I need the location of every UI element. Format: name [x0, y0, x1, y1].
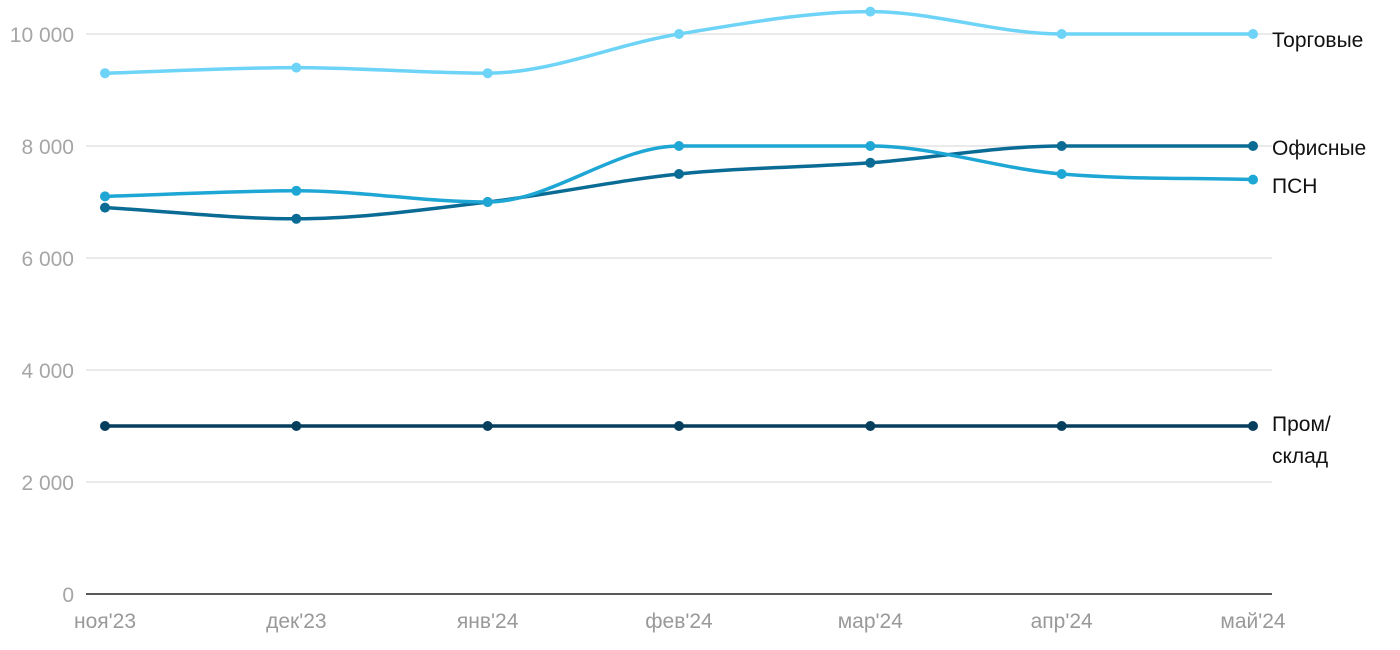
data-point — [1248, 174, 1258, 185]
data-point — [100, 68, 110, 79]
x-tick-label: май'24 — [1220, 610, 1286, 633]
y-tick-label: 10 000 — [10, 24, 74, 47]
x-axis-ticks: ноя'23 дек'23 янв'24 фев'24 мар'24 апр'24 май'… — [74, 610, 1286, 633]
data-point — [865, 141, 876, 151]
data-point — [1056, 421, 1067, 431]
data-point — [291, 421, 302, 431]
data-point — [100, 202, 110, 213]
data-point — [1248, 29, 1258, 39]
series-2 — [100, 141, 1258, 224]
data-point — [865, 157, 876, 168]
data-point — [674, 141, 684, 151]
data-point — [100, 191, 110, 202]
series-layer — [100, 6, 1258, 431]
data-point — [291, 185, 302, 196]
x-tick-label: дек'23 — [266, 610, 327, 633]
data-point — [1056, 169, 1067, 179]
series-1 — [100, 6, 1258, 79]
data-point — [482, 197, 493, 207]
data-point — [482, 68, 493, 79]
series-label: Пром/ — [1272, 413, 1331, 436]
data-point — [674, 421, 684, 431]
data-point — [1056, 29, 1067, 39]
x-tick-label: янв'24 — [457, 610, 519, 633]
data-point — [865, 6, 876, 17]
grid-lines — [86, 33, 1272, 595]
y-axis-ticks: 0 2 000 4 000 6 000 8 000 10 000 — [10, 24, 74, 607]
series-label: ПСН — [1272, 175, 1317, 198]
y-tick-label: 8 000 — [21, 136, 74, 159]
data-point — [674, 169, 684, 179]
series-4 — [100, 421, 1258, 431]
data-point — [100, 421, 110, 431]
series-label: Офисные — [1272, 137, 1366, 160]
series-label: склад — [1272, 445, 1328, 468]
y-tick-label: 2 000 — [21, 472, 74, 495]
data-point — [291, 213, 302, 224]
series-labels: Торговые Офисные ПСН Пром/склад — [1272, 29, 1366, 468]
series-3 — [100, 141, 1258, 207]
y-tick-label: 6 000 — [21, 248, 74, 271]
series-label: Торговые — [1272, 29, 1363, 52]
series-line — [103, 9, 1255, 75]
data-point — [482, 421, 493, 431]
data-point — [1056, 141, 1067, 151]
data-point — [1248, 421, 1258, 431]
series-line — [103, 144, 1255, 221]
y-tick-label: 0 — [62, 584, 74, 607]
x-tick-label: апр'24 — [1031, 610, 1093, 633]
data-point — [674, 29, 684, 39]
y-tick-label: 4 000 — [21, 360, 74, 383]
data-point — [1248, 141, 1258, 151]
x-tick-label: фев'24 — [645, 610, 713, 633]
x-tick-label: ноя'23 — [74, 610, 136, 633]
data-point — [291, 62, 302, 73]
x-tick-label: мар'24 — [838, 610, 903, 633]
data-point — [865, 421, 876, 431]
